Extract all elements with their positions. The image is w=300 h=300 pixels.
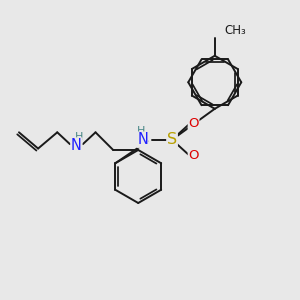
Text: H: H <box>75 132 83 142</box>
Text: O: O <box>188 149 199 162</box>
Text: O: O <box>188 117 199 130</box>
Text: H: H <box>137 126 146 136</box>
Text: N: N <box>137 132 148 147</box>
Text: S: S <box>167 132 177 147</box>
Text: CH₃: CH₃ <box>224 24 246 37</box>
Text: N: N <box>71 138 82 153</box>
